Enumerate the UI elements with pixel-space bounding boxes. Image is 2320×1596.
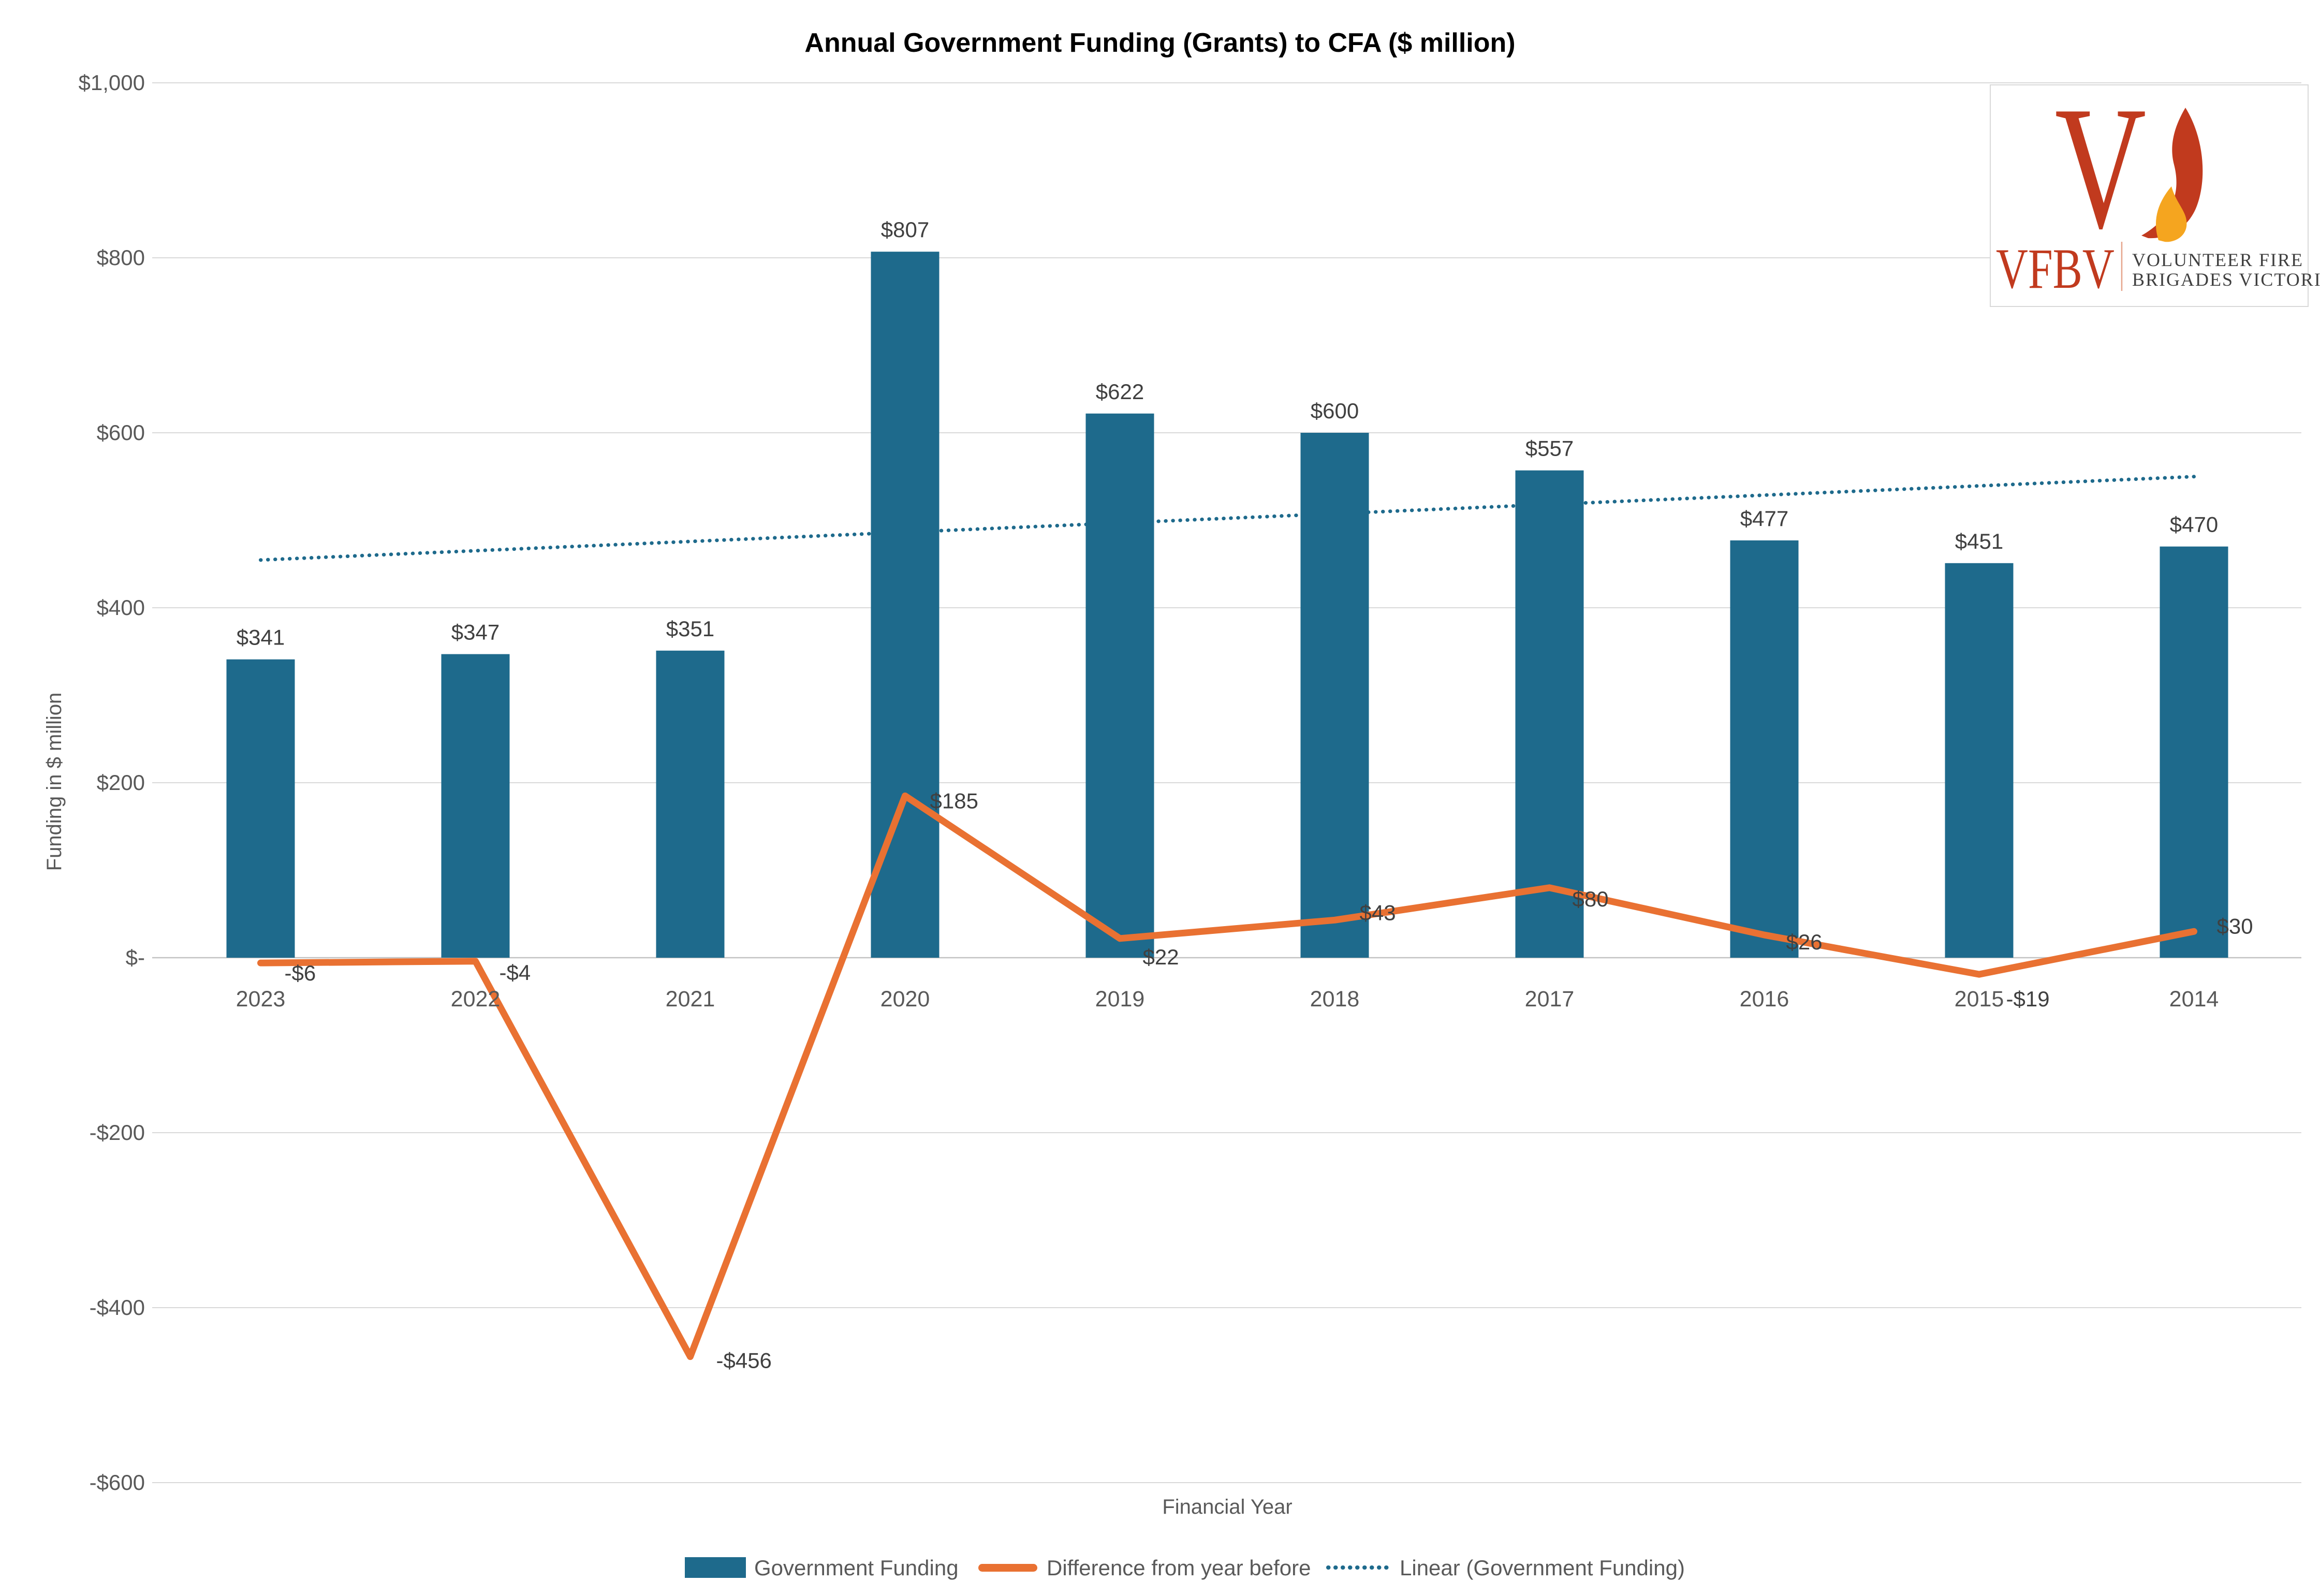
diff-label-2019: $22 — [1143, 945, 1179, 969]
x-category-label-2023: 2023 — [236, 987, 286, 1012]
bar-label-2022: $347 — [451, 620, 500, 645]
x-axis-category-labels: 2023 2022 2021 2020 2019 2018 2017 2016 2015 2014 — [236, 987, 2219, 1012]
logo-acronym: VFBV — [1996, 238, 2115, 301]
diff-label-2017: $80 — [1573, 887, 1609, 911]
x-category-label-2014: 2014 — [2169, 987, 2219, 1012]
x-category-label-2022: 2022 — [451, 987, 501, 1012]
gridlines — [152, 82, 2301, 1483]
vfbv-logo: V VFBV VOLUNTEER FIRE BRIGADES VICTORIA — [1990, 70, 2320, 307]
bar-2017 — [1515, 470, 1584, 958]
diff-label-2015: -$19 — [2006, 987, 2050, 1011]
bar-2018 — [1300, 433, 1369, 958]
logo-name-line1: VOLUNTEER FIRE — [2132, 250, 2303, 270]
logo-v-glyph: V — [2055, 70, 2147, 265]
diff-label-2020: $185 — [930, 788, 978, 813]
bar-label-2015: $451 — [1955, 529, 2003, 553]
bar-2014 — [2160, 546, 2228, 958]
bar-2023 — [226, 659, 295, 958]
diff-label-2021: -$456 — [716, 1349, 772, 1373]
bar-series-government-funding — [226, 252, 2228, 958]
y-axis-title: Funding in $ million — [43, 693, 66, 871]
x-category-label-2017: 2017 — [1525, 987, 1575, 1012]
legend-swatch-line-icon — [978, 1564, 1037, 1572]
bar-2020 — [871, 252, 939, 958]
bar-label-2020: $807 — [881, 217, 929, 242]
y-tick-label: $1,000 — [79, 70, 145, 95]
line-series-difference — [257, 792, 2197, 1360]
bar-label-2023: $341 — [237, 625, 285, 650]
y-tick-label: $- — [126, 945, 145, 970]
legend-swatch-bar-icon — [685, 1557, 746, 1578]
x-category-label-2021: 2021 — [666, 987, 715, 1012]
legend-label-difference: Difference from year before — [1047, 1556, 1311, 1580]
diff-label-2022: -$4 — [500, 960, 531, 985]
trendline-linear — [259, 475, 2196, 562]
diff-label-2023: -$6 — [285, 961, 316, 985]
bar-2016 — [1730, 540, 1799, 958]
y-tick-label: $400 — [97, 595, 145, 620]
bar-2022 — [441, 654, 510, 958]
diff-label-2016: $26 — [1786, 930, 1823, 954]
difference-line — [257, 792, 2197, 1360]
y-tick-label: $800 — [97, 245, 145, 270]
y-tick-label: -$400 — [90, 1295, 145, 1320]
bar-label-2014: $470 — [2170, 513, 2218, 537]
logo-name-line2: BRIGADES VICTORIA — [2132, 269, 2320, 290]
chart-title: Annual Government Funding (Grants) to CF… — [804, 28, 1515, 58]
diff-label-2018: $43 — [1360, 900, 1396, 925]
bar-label-2018: $600 — [1311, 399, 1359, 423]
bar-label-2019: $622 — [1096, 379, 1144, 404]
y-tick-label: $200 — [97, 770, 145, 795]
x-category-label-2019: 2019 — [1095, 987, 1145, 1012]
bar-label-2021: $351 — [666, 617, 714, 641]
y-tick-label: -$600 — [90, 1470, 145, 1495]
diff-label-2014: $30 — [2217, 914, 2253, 938]
x-category-label-2016: 2016 — [1740, 987, 1789, 1012]
bar-2021 — [656, 650, 725, 958]
bar-2015 — [1945, 563, 2014, 958]
x-category-label-2020: 2020 — [880, 987, 930, 1012]
line-data-labels: -$6 -$4 -$456 $185 $22 $43 $80 $26 -$19 $30 — [285, 788, 2253, 1372]
y-tick-label: -$200 — [90, 1120, 145, 1145]
bar-data-labels: $341 $347 $351 $807 $622 $600 $557 $477 $451 $470 — [237, 217, 2218, 650]
legend-label-linear: Linear (Government Funding) — [1400, 1556, 1685, 1580]
y-tick-label: $600 — [97, 420, 145, 445]
x-axis-title: Financial Year — [1162, 1496, 1292, 1518]
bar-label-2017: $557 — [1525, 436, 1574, 461]
logo-flame-red-icon — [2141, 108, 2203, 239]
trendline — [259, 475, 2196, 562]
legend-label-government-funding: Government Funding — [754, 1556, 959, 1580]
logo-box — [1990, 84, 2309, 307]
bar-2019 — [1085, 413, 1154, 958]
x-category-label-2018: 2018 — [1310, 987, 1360, 1012]
x-category-label-2015: 2015 — [1955, 987, 2004, 1012]
logo-flame-orange-icon — [2155, 186, 2187, 242]
bar-label-2016: $477 — [1740, 506, 1788, 531]
legend: Government Funding Difference from year … — [685, 1556, 1685, 1580]
y-axis-tick-labels: $1,000 $800 $600 $400 $200 $- -$200 -$400 -$600 — [79, 70, 145, 1495]
